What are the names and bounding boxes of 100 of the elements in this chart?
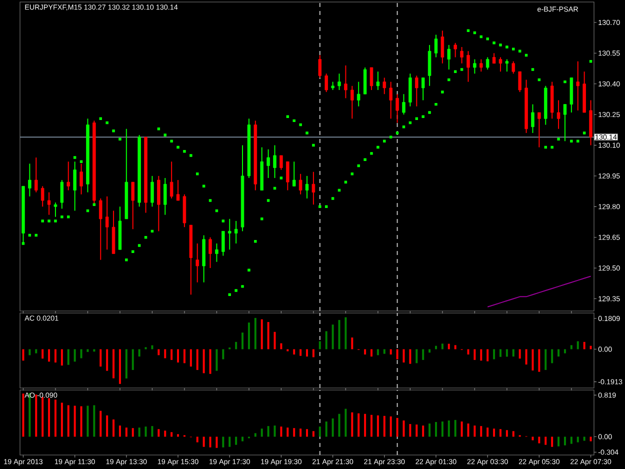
bar [28,349,31,356]
bar [158,429,160,437]
bar [106,349,108,371]
bar [448,420,450,437]
candlestick [376,71,380,90]
candlestick [447,44,451,70]
bar [242,332,244,350]
bar [493,349,496,360]
bar [164,349,166,358]
candlestick [40,186,44,208]
bar [390,416,392,437]
bar [376,415,379,437]
bar [222,436,224,448]
candlestick [228,218,232,250]
bar [274,332,276,350]
bar [144,426,147,437]
bar [409,349,412,364]
bar [280,426,282,437]
candlestick [170,161,174,199]
candlestick [34,157,38,193]
bar [112,349,115,378]
bar [312,431,314,437]
candlestick [54,202,58,218]
bar [260,428,263,437]
bar [370,414,372,437]
candlestick [47,192,51,216]
bar [390,349,392,354]
bar [358,413,360,437]
bar [42,397,44,437]
candlestick [80,163,83,195]
bar [518,349,521,359]
candlestick [556,100,560,130]
bar [118,426,121,437]
bar [351,337,354,350]
candlestick [324,73,328,93]
bar [318,341,321,350]
bar [22,349,24,361]
bar [332,418,334,437]
candlestick [131,182,134,230]
bar [267,426,270,437]
bar [100,410,102,437]
bar [409,424,412,437]
candlestick [434,34,438,58]
candlestick [538,112,541,148]
bar [235,436,238,445]
candlestick [66,161,70,191]
bar [583,342,586,350]
candlestick [382,77,386,95]
candlestick [576,60,580,111]
bar [364,349,366,354]
bar [60,402,63,437]
bar [260,319,263,350]
bar [216,436,218,448]
bar [551,349,554,364]
bar [428,424,431,437]
bar [486,428,489,437]
bar [202,349,205,374]
candlestick [473,58,476,74]
bar [364,414,366,437]
bar [486,349,489,362]
bar [590,436,592,442]
bar [80,349,82,358]
candlestick [286,161,290,191]
candlestick [531,104,534,134]
bar [448,344,450,350]
bar [177,349,180,362]
candlestick [563,104,567,142]
candlestick [440,30,444,64]
bar [318,426,321,437]
bar [54,400,56,437]
bar [558,436,560,446]
bar [570,345,572,350]
candlestick [415,75,418,107]
candlestick [421,77,425,101]
bar [454,420,456,437]
candlestick [454,42,457,58]
candlestick [99,198,102,260]
bar [293,349,296,354]
bar [222,349,224,360]
candlestick [338,73,341,90]
bar [370,349,372,357]
bar [274,426,276,437]
bar [106,415,108,437]
candlestick [163,177,167,216]
bar [416,349,418,364]
candlestick [60,180,64,210]
candlestick [273,144,276,178]
candlestick [480,58,483,72]
bar [351,412,354,437]
candlestick [234,220,238,244]
bar [267,322,270,350]
candlestick [389,81,392,120]
bar [396,418,398,437]
bar [332,324,334,350]
bar [293,428,296,437]
bar [164,430,166,437]
bar [112,419,115,437]
bar [138,428,140,437]
candlestick [344,64,348,99]
bar [100,349,102,367]
